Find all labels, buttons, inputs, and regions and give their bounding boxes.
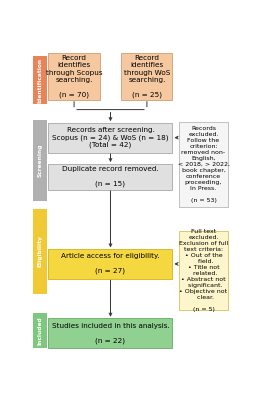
Text: Records after screening.
Scopus (n = 24) & WoS (n = 18)
(Total = 42): Records after screening. Scopus (n = 24)… bbox=[52, 127, 169, 148]
FancyBboxPatch shape bbox=[179, 122, 228, 207]
Text: Studies included in this analysis.

(n = 22): Studies included in this analysis. (n = … bbox=[52, 323, 169, 344]
FancyBboxPatch shape bbox=[49, 164, 172, 190]
FancyBboxPatch shape bbox=[49, 249, 172, 279]
Text: Records
excluded.
Follow the
criterion:
removed non-
English,
< 2018, > 2022,
bo: Records excluded. Follow the criterion: … bbox=[178, 126, 230, 203]
Text: Eligibility: Eligibility bbox=[38, 235, 43, 267]
Text: Screening: Screening bbox=[38, 144, 43, 177]
Text: Record
identifies
through WoS
searching.

(n = 25): Record identifies through WoS searching.… bbox=[124, 55, 170, 98]
FancyBboxPatch shape bbox=[33, 313, 47, 348]
FancyBboxPatch shape bbox=[49, 318, 172, 348]
Text: Full text
excluded.
Exclusion of full
text criteria:
• Out of the
  field.
• Tit: Full text excluded. Exclusion of full te… bbox=[179, 229, 228, 312]
Text: Article access for eligibility.

(n = 27): Article access for eligibility. (n = 27) bbox=[61, 254, 160, 274]
Text: Record
identifies
through Scopus
searching.

(n = 70): Record identifies through Scopus searchi… bbox=[46, 55, 102, 98]
FancyBboxPatch shape bbox=[179, 231, 228, 310]
Text: Duplicate record removed.

(n = 15): Duplicate record removed. (n = 15) bbox=[62, 166, 159, 187]
FancyBboxPatch shape bbox=[49, 53, 100, 100]
Text: Included: Included bbox=[38, 316, 43, 345]
Text: Identification: Identification bbox=[38, 58, 43, 103]
FancyBboxPatch shape bbox=[33, 120, 47, 201]
FancyBboxPatch shape bbox=[33, 209, 47, 294]
FancyBboxPatch shape bbox=[49, 122, 172, 153]
FancyBboxPatch shape bbox=[33, 56, 47, 104]
FancyBboxPatch shape bbox=[121, 53, 172, 100]
